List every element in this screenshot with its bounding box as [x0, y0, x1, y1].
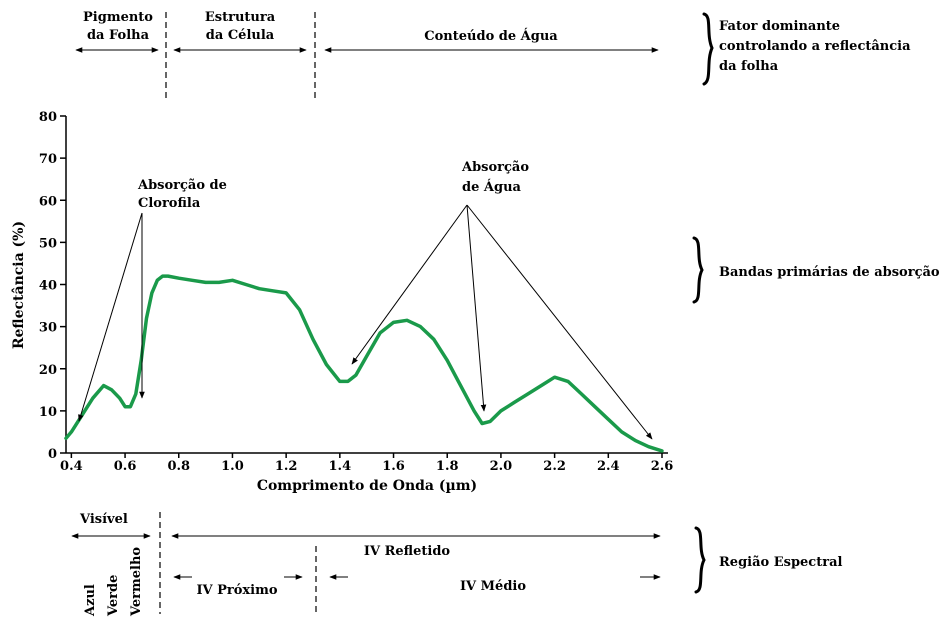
factor-label-line3: da folha [719, 59, 779, 74]
factor-label-line2: controlando a reflectância [719, 39, 911, 54]
x-tick-label: 0.6 [114, 459, 137, 474]
factor-label-line1: Fator dominante [719, 19, 840, 34]
y-tick-label: 0 [48, 447, 57, 462]
x-axis-ticks: 0.4 0.6 0.8 1.0 1.2 1.4 1.6 1.8 2.0 2.2 2.4 2.6 [60, 453, 673, 474]
structure-label-line2: da Célula [206, 28, 275, 43]
water-annotation-line1: Absorção [461, 160, 529, 175]
water-arrow-1-4 [351, 204, 468, 365]
near-ir-label: IV Próximo [196, 583, 277, 598]
x-tick-label: 1.2 [275, 459, 298, 474]
water-content-label: Conteúdo de Água [424, 28, 558, 44]
water-annotation-line2: de Água [462, 179, 522, 195]
factor-brace [702, 12, 714, 86]
y-tick-label: 60 [39, 194, 57, 209]
y-axis-ticks: 0 10 20 30 40 50 60 70 80 [39, 110, 66, 462]
green-band-label: Verde [106, 575, 121, 617]
water-arrow-2-6 [466, 204, 653, 440]
pigment-label-line1: Pigmento [83, 10, 153, 25]
x-tick-label: 1.4 [329, 459, 352, 474]
y-tick-label: 70 [39, 152, 57, 167]
spectral-region-label: Região Espectral [719, 555, 843, 570]
x-tick-label: 0.4 [60, 459, 83, 474]
x-tick-label: 2.4 [597, 459, 620, 474]
chlorophyll-arrow-blue [78, 212, 143, 422]
reflectance-chart: 0 10 20 30 40 50 60 70 80 0.4 0.6 0.8 1.0 1.2 1.4 1.6 1… [11, 110, 673, 494]
structure-label-line1: Estrutura [205, 10, 276, 25]
x-tick-label: 2.0 [490, 459, 513, 474]
y-tick-label: 10 [39, 405, 57, 420]
y-axis-title: Reflectância (%) [11, 221, 27, 349]
red-band-label: Vermelho [129, 547, 144, 617]
y-tick-label: 80 [39, 110, 57, 125]
y-tick-label: 50 [39, 236, 57, 251]
chlorophyll-annotation-line2: Clorofila [138, 196, 201, 211]
y-tick-label: 20 [39, 363, 57, 378]
reflected-ir-label: IV Refletido [364, 544, 451, 559]
mid-ir-label: IV Médio [460, 579, 526, 594]
x-tick-label: 0.8 [167, 459, 190, 474]
x-tick-label: 1.8 [436, 459, 459, 474]
pigment-label-line2: da Folha [87, 28, 150, 43]
x-tick-label: 2.2 [543, 459, 566, 474]
x-tick-label: 1.6 [382, 459, 405, 474]
region-brace [694, 526, 706, 594]
reflectance-series-line [64, 274, 664, 453]
y-tick-label: 30 [39, 321, 57, 336]
bands-brace [692, 236, 704, 304]
x-tick-label: 2.6 [651, 459, 674, 474]
water-arrow-1-9 [466, 204, 487, 412]
absorption-bands-group: Bandas primárias de absorção [692, 236, 940, 304]
top-factor-section: Pigmento da Folha Estrutura da Célula Co… [75, 10, 911, 102]
visible-label: Visível [79, 512, 128, 527]
x-axis-title: Comprimento de Onda (µm) [257, 478, 477, 494]
x-tick-label: 1.0 [221, 459, 244, 474]
chlorophyll-annotation-line1: Absorção de [137, 178, 227, 193]
blue-band-label: Azul [83, 584, 98, 617]
spectral-region-section: Visível IV Refletido IV Próximo IV Médio… [71, 512, 843, 617]
absorption-bands-label: Bandas primárias de absorção [719, 265, 940, 280]
y-tick-label: 40 [39, 279, 57, 294]
